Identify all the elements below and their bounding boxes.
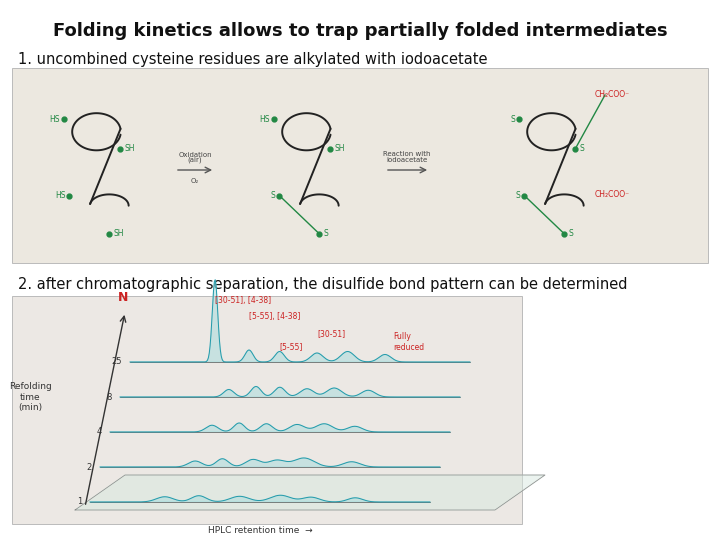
Text: 8: 8 <box>107 393 112 402</box>
Text: N: N <box>118 291 128 304</box>
Polygon shape <box>120 387 460 397</box>
Polygon shape <box>130 280 470 362</box>
Text: S: S <box>568 230 573 238</box>
Bar <box>12 296 522 524</box>
Text: CH₂COO⁻: CH₂COO⁻ <box>595 90 630 99</box>
Text: Reaction with: Reaction with <box>383 151 431 157</box>
Text: SH: SH <box>334 144 345 153</box>
Text: iodoacetate: iodoacetate <box>387 157 428 163</box>
Text: HS: HS <box>55 191 66 200</box>
Polygon shape <box>90 495 430 502</box>
Polygon shape <box>100 458 440 467</box>
Text: 4: 4 <box>96 428 102 436</box>
Text: 25: 25 <box>112 357 122 367</box>
Text: CH₂COO⁻: CH₂COO⁻ <box>595 190 630 199</box>
Text: HS: HS <box>50 114 60 124</box>
Text: [5-55], [4-38]: [5-55], [4-38] <box>249 313 300 321</box>
Text: O₂: O₂ <box>191 178 199 184</box>
Text: 1. uncombined cysteine residues are alkylated with iodoacetate: 1. uncombined cysteine residues are alky… <box>18 52 487 67</box>
Text: S: S <box>271 191 275 200</box>
Text: [30-51]: [30-51] <box>317 329 345 339</box>
Text: Oxidation: Oxidation <box>178 152 212 158</box>
Text: 2: 2 <box>86 462 92 471</box>
Polygon shape <box>75 475 545 510</box>
Text: SH: SH <box>125 144 135 153</box>
Text: S: S <box>516 191 521 200</box>
Text: 2. after chromatographic separation, the disulfide bond pattern can be determine: 2. after chromatographic separation, the… <box>18 277 628 292</box>
Bar <box>12 68 708 263</box>
Text: S: S <box>580 144 584 153</box>
Text: S: S <box>323 230 328 238</box>
Text: 1: 1 <box>77 497 82 507</box>
Text: [30-51], [4-38]: [30-51], [4-38] <box>215 295 271 305</box>
Text: Refolding
time
(min): Refolding time (min) <box>9 382 51 412</box>
Text: (air): (air) <box>188 157 202 163</box>
Text: [5-55]: [5-55] <box>279 342 303 352</box>
Text: Fully
reduced: Fully reduced <box>393 332 424 352</box>
Text: HS: HS <box>260 114 270 124</box>
Text: SH: SH <box>113 230 124 238</box>
Text: HPLC retention time  →: HPLC retention time → <box>207 526 312 535</box>
Text: S: S <box>510 114 516 124</box>
Polygon shape <box>110 423 450 432</box>
Text: Folding kinetics allows to trap partially folded intermediates: Folding kinetics allows to trap partiall… <box>53 22 667 40</box>
